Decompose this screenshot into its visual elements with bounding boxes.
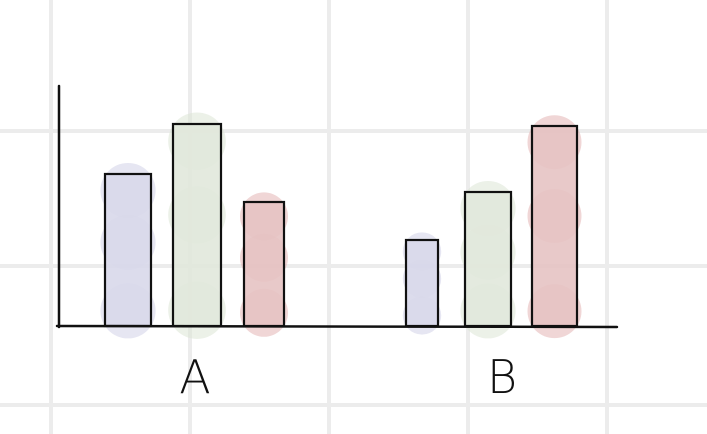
category-label-b: B (487, 350, 517, 404)
bar-a-series-2 (171, 122, 223, 328)
bar-a-series-1 (103, 172, 153, 328)
bar-b-series-1 (404, 238, 440, 328)
x-axis (55, 324, 619, 329)
bar-b-series-2 (463, 190, 513, 328)
bars-group (100, 112, 582, 339)
bar-b-series-3 (530, 124, 579, 328)
category-label-a: A (179, 350, 210, 404)
bar-a-series-3 (242, 200, 286, 328)
